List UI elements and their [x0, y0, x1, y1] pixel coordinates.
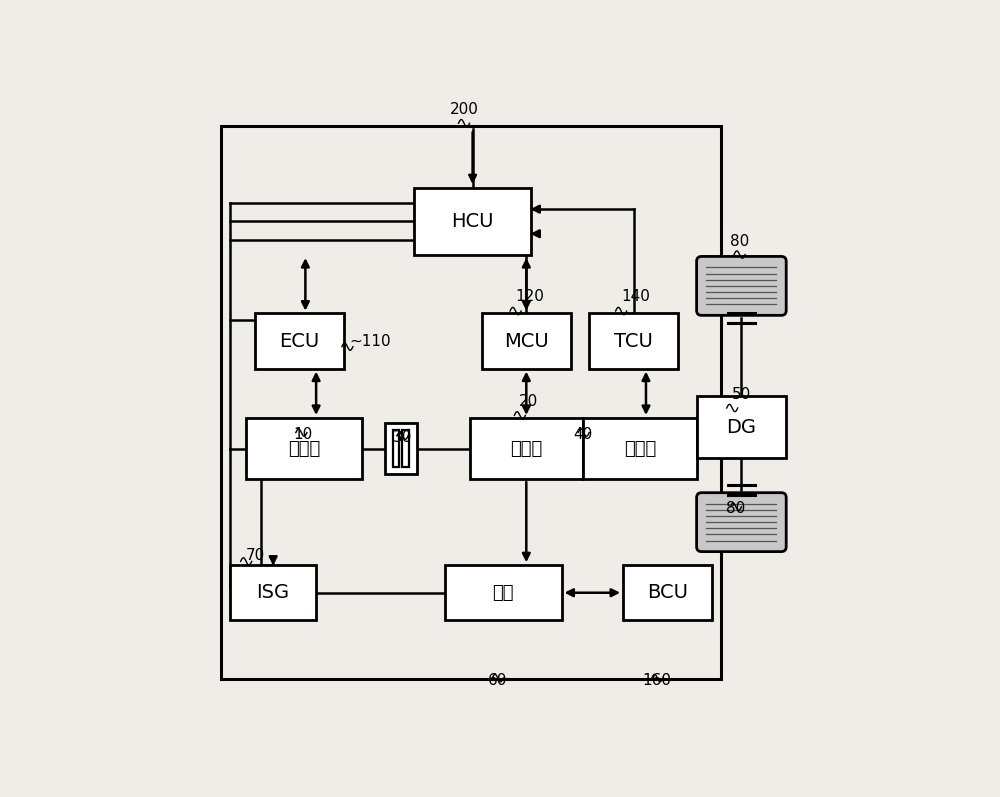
Text: 10: 10: [293, 427, 312, 442]
Text: BCU: BCU: [647, 583, 688, 603]
Bar: [589, 313, 678, 369]
Text: 电池: 电池: [493, 583, 514, 602]
Text: TCU: TCU: [614, 332, 653, 351]
Text: ECU: ECU: [279, 332, 319, 351]
Text: 200: 200: [450, 102, 479, 117]
Text: 140: 140: [622, 289, 651, 304]
Text: 50: 50: [732, 387, 751, 402]
Bar: [583, 418, 697, 479]
Text: MCU: MCU: [504, 332, 549, 351]
Bar: [402, 430, 409, 466]
Bar: [385, 423, 417, 473]
Bar: [414, 188, 531, 255]
Bar: [393, 430, 399, 466]
Text: 120: 120: [516, 289, 544, 304]
Text: 变速器: 变速器: [624, 439, 656, 457]
Text: 80: 80: [726, 501, 746, 516]
Text: DG: DG: [726, 418, 756, 437]
Text: 60: 60: [487, 673, 507, 688]
Bar: [482, 313, 571, 369]
Bar: [255, 313, 344, 369]
Bar: [623, 565, 712, 620]
Text: HCU: HCU: [451, 212, 494, 231]
Text: 电动机: 电动机: [510, 439, 542, 457]
Text: 70: 70: [246, 548, 265, 563]
Bar: [246, 418, 362, 479]
Text: 20: 20: [519, 394, 538, 409]
Text: 160: 160: [642, 673, 671, 688]
Bar: [697, 396, 786, 457]
Text: 发动机: 发动机: [288, 439, 320, 457]
Text: ~110: ~110: [349, 334, 391, 348]
Bar: [445, 565, 562, 620]
FancyBboxPatch shape: [697, 257, 786, 316]
FancyBboxPatch shape: [697, 493, 786, 552]
Text: 40: 40: [573, 427, 593, 442]
Bar: [470, 418, 583, 479]
Bar: [221, 126, 721, 679]
Text: ISG: ISG: [257, 583, 290, 603]
Bar: [230, 565, 316, 620]
Text: 30: 30: [392, 430, 412, 445]
Text: 80: 80: [730, 234, 749, 249]
